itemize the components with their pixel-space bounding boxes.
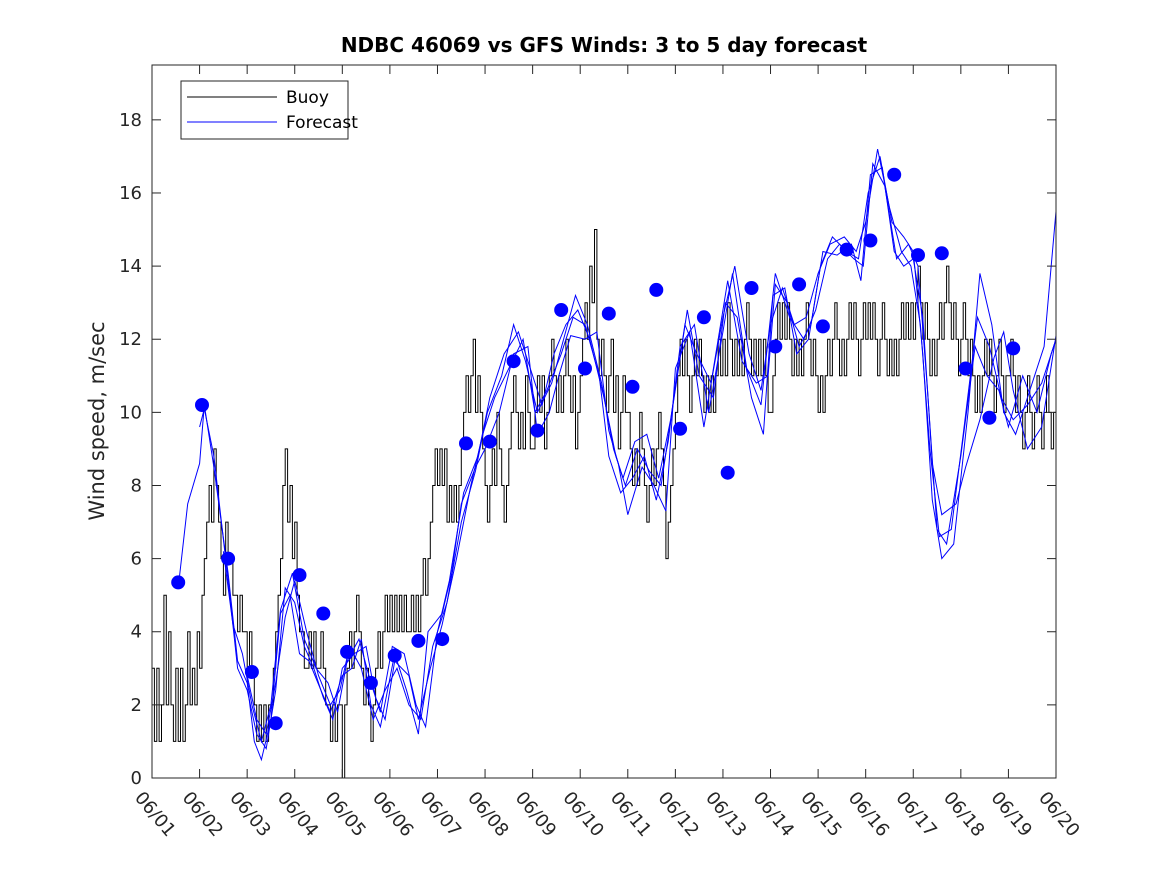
forecast-line-3: [222, 156, 1056, 744]
forecast-point: [744, 281, 759, 295]
forecast-point: [195, 398, 209, 412]
x-tick-label: 06/19: [987, 788, 1036, 841]
x-tick-label: 06/04: [273, 788, 322, 841]
forecast-point: [221, 551, 236, 566]
forecast-point: [411, 633, 426, 648]
forecast-line-2: [199, 162, 1056, 751]
forecast-point: [887, 167, 902, 182]
legend-buoy-label: Buoy: [286, 88, 329, 108]
forecast-point: [911, 248, 925, 263]
x-tick-label: 06/07: [416, 788, 465, 841]
forecast-line-4: [246, 149, 1056, 736]
plot-area: [152, 149, 1056, 778]
x-tick-label: 06/18: [939, 788, 988, 841]
forecast-point: [934, 246, 949, 261]
chart-title: NDBC 46069 vs GFS Winds: 3 to 5 day fore…: [341, 33, 868, 57]
forecast-point: [268, 716, 283, 731]
x-tick-label: 06/06: [368, 788, 417, 841]
forecast-point: [482, 434, 497, 449]
forecast-point: [601, 306, 616, 321]
x-tick-label: 06/17: [891, 788, 940, 841]
x-tick-label: 06/08: [463, 788, 512, 841]
x-tick-label: 06/09: [511, 788, 560, 841]
forecast-point: [958, 361, 973, 376]
forecast-point: [696, 310, 711, 325]
forecast-point: [815, 319, 830, 334]
plot-frame: [151, 64, 1057, 779]
forecast-point: [387, 648, 402, 663]
x-tick-label: 06/12: [654, 788, 703, 841]
forecast-point: [554, 303, 569, 317]
buoy-line: [152, 229, 1056, 778]
x-tick-label: 06/02: [178, 788, 227, 841]
y-axis-label: Wind speed, m/sec: [85, 321, 109, 520]
x-tick-label: 06/03: [225, 788, 274, 841]
x-tick-label: 06/15: [796, 788, 845, 841]
legend-forecast-label: Forecast: [286, 113, 358, 133]
forecast-series: [177, 149, 1056, 762]
y-tick-label: 16: [119, 183, 142, 204]
forecast-point: [720, 465, 735, 480]
forecast-point: [839, 242, 854, 257]
x-tick-label: 06/20: [1034, 788, 1083, 841]
forecast-point: [768, 339, 783, 354]
y-tick-label: 4: [131, 622, 142, 643]
forecast-point: [506, 354, 521, 369]
forecast-point: [625, 379, 640, 394]
x-tick-label: 06/10: [558, 788, 607, 841]
forecast-point: [340, 644, 355, 659]
forecast-point: [649, 282, 664, 297]
y-tick-label: 10: [119, 402, 142, 423]
x-tick-label: 06/16: [844, 788, 893, 841]
forecast-point: [435, 632, 450, 647]
y-tick-label: 6: [131, 549, 142, 570]
legend: Buoy Forecast: [180, 80, 358, 140]
forecast-point: [863, 233, 878, 248]
x-tick-label: 06/05: [320, 788, 369, 841]
forecast-point: [530, 423, 545, 438]
forecast-point: [982, 410, 997, 425]
x-tick-label: 06/13: [701, 788, 750, 841]
x-tick-label: 06/11: [606, 788, 655, 841]
y-tick-label: 14: [119, 256, 142, 277]
x-tick-label: 06/14: [749, 788, 798, 841]
forecast-point: [1006, 341, 1021, 356]
forecast-point: [459, 436, 473, 451]
y-tick-label: 8: [131, 475, 142, 496]
y-tick-label: 0: [131, 768, 142, 789]
forecast-line-1: [177, 166, 1056, 762]
y-axis: 0 2 4 6 8 10 12 14 16 18: [119, 110, 1056, 789]
forecast-point: [792, 277, 807, 292]
buoy-series: [152, 229, 1056, 778]
forecast-point: [578, 361, 592, 376]
y-tick-label: 2: [131, 695, 142, 716]
y-tick-label: 12: [119, 329, 142, 350]
forecast-point: [363, 675, 378, 690]
forecast-point: [292, 568, 307, 583]
legend-box: [180, 80, 349, 140]
forecast-point: [244, 665, 259, 679]
forecast-point: [316, 606, 331, 621]
forecast-point: [673, 421, 688, 436]
y-tick-label: 18: [119, 110, 142, 131]
forecast-markers: [171, 167, 1021, 731]
x-tick-label: 06/01: [130, 788, 179, 841]
forecast-point: [171, 575, 186, 590]
